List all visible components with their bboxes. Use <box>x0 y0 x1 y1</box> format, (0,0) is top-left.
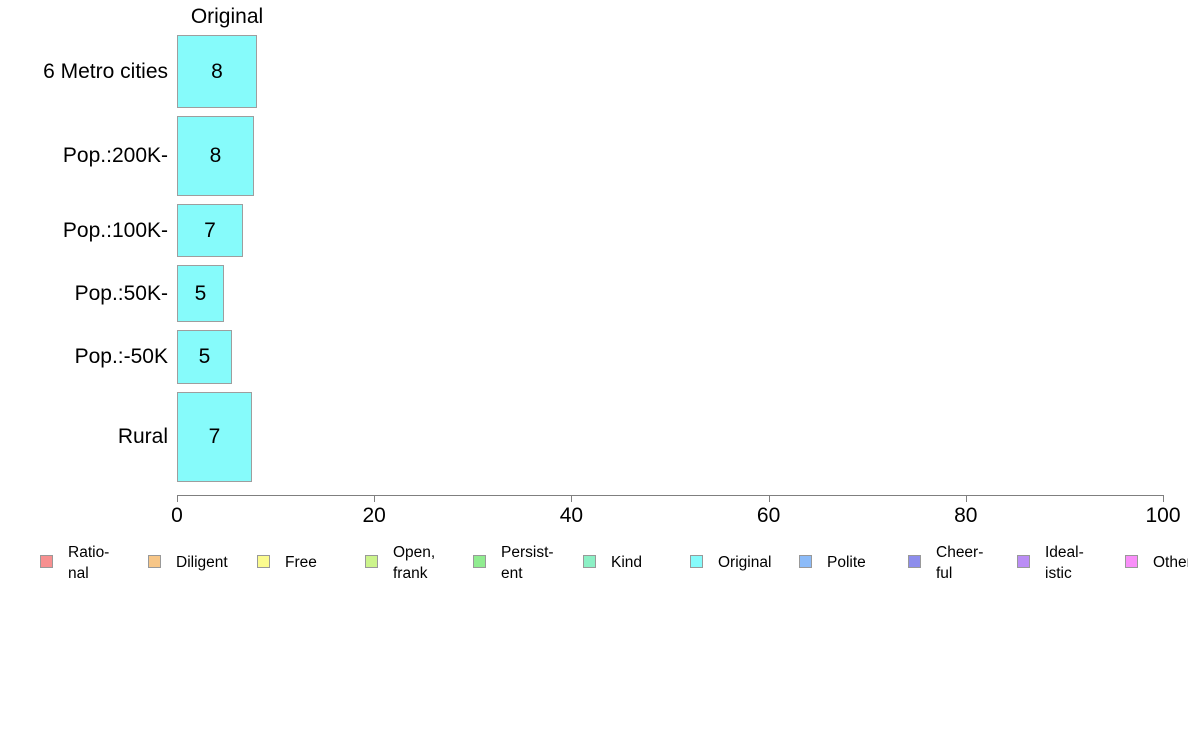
legend-label: Kind <box>611 540 642 586</box>
legend-label-line: Persist- <box>501 543 554 561</box>
series-title: Original <box>190 5 264 28</box>
x-tick-label: 0 <box>171 504 183 527</box>
legend-label-line: Polite <box>827 554 866 572</box>
x-tick-label: 100 <box>1145 504 1181 527</box>
legend-swatch-diligent <box>148 555 161 568</box>
category-label: Pop.:100K- <box>62 218 168 242</box>
legend-label-line: frank <box>393 565 428 582</box>
legend-label-line: Ratio- <box>68 543 110 561</box>
legend-label-line: Free <box>285 554 317 572</box>
legend-label-line: Original <box>718 554 772 572</box>
x-tick-label: 40 <box>559 504 584 527</box>
bar-6: 7 <box>177 392 252 482</box>
category-label: 6 Metro cities <box>43 59 168 83</box>
x-axis-tick <box>177 495 178 502</box>
x-tick-label: 80 <box>954 504 978 527</box>
legend-label-line: Ideal- <box>1045 543 1084 561</box>
legend-label: Polite <box>827 540 866 586</box>
bar-3: 7 <box>177 204 243 257</box>
bar-4: 5 <box>177 265 224 322</box>
legend-swatch-open-frank <box>365 555 378 568</box>
legend-label-line: nal <box>68 565 89 582</box>
legend-label-line: Cheer- <box>936 543 984 561</box>
legend-label-line: ful <box>936 565 953 582</box>
legend-swatch-kind <box>583 555 596 568</box>
legend-swatch-original <box>690 555 703 568</box>
legend-label: Ideal-istic <box>1045 540 1084 586</box>
x-axis-line <box>177 495 1164 496</box>
x-tick-label: 20 <box>362 504 386 527</box>
legend-label: Open, frank <box>393 540 435 586</box>
category-label: Pop.:50K- <box>74 281 168 305</box>
legend-label-line: Other <box>1153 554 1188 572</box>
legend-label: Diligent <box>176 540 228 586</box>
x-axis-tick <box>374 495 376 502</box>
legend-label-line: istic <box>1045 565 1072 582</box>
legend-label: Cheer-ful <box>936 540 983 586</box>
bar-1: 8 <box>177 35 257 108</box>
category-label: Rural <box>117 425 168 448</box>
bar-5: 5 <box>177 330 232 384</box>
legend-label: Original <box>718 540 771 586</box>
legend-swatch-free <box>257 555 270 568</box>
legend-label: Free <box>285 540 317 586</box>
legend-swatch-persistent <box>473 555 486 568</box>
legend-swatch-cheerful <box>908 555 921 568</box>
legend-swatch-rational <box>40 555 53 568</box>
legend-swatch-polite <box>799 555 812 568</box>
legend-label: Ratio-nal <box>68 540 109 586</box>
x-axis-tick <box>571 495 573 502</box>
x-tick-label: 60 <box>756 504 781 527</box>
legend-label-line: Kind <box>611 554 643 572</box>
legend-label-line: ent <box>501 565 523 582</box>
legend-swatch-other <box>1125 555 1138 568</box>
x-axis-tick <box>768 495 770 502</box>
legend-label: Other <box>1153 540 1188 586</box>
bar-2: 8 <box>177 116 254 196</box>
legend-label-line: Open, <box>393 543 436 561</box>
legend-swatch-idealistic <box>1017 555 1030 568</box>
x-axis-tick <box>965 495 967 502</box>
x-axis-tick <box>1163 495 1164 502</box>
category-label: Pop.:200K- <box>62 144 168 167</box>
category-label: Pop.:-50K <box>74 345 168 368</box>
legend-label-line: Diligent <box>176 554 228 572</box>
legend-label: Persist-ent <box>501 540 554 586</box>
